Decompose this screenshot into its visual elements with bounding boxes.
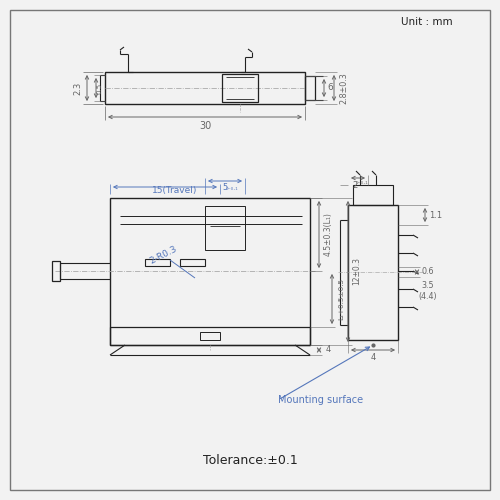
- Text: Mounting surface: Mounting surface: [278, 395, 363, 405]
- Text: 2.8±0.3: 2.8±0.3: [340, 72, 348, 104]
- Text: 15(Travel): 15(Travel): [152, 186, 198, 194]
- Bar: [110, 198, 310, 345]
- Text: ₀₋₀.₁: ₀₋₀.₁: [226, 186, 238, 190]
- Bar: [145, 259, 170, 266]
- Text: 4: 4: [370, 352, 376, 362]
- Text: 4: 4: [326, 346, 330, 354]
- Text: Unit : mm: Unit : mm: [402, 17, 453, 27]
- Bar: [205, 206, 245, 250]
- Text: (4.4): (4.4): [418, 292, 438, 300]
- Text: 0.5: 0.5: [97, 82, 103, 94]
- Text: 4.5±0.3(L₁): 4.5±0.3(L₁): [324, 212, 332, 256]
- Bar: [105, 72, 305, 104]
- Bar: [52, 261, 60, 281]
- Text: 6: 6: [327, 84, 333, 92]
- Text: ₀₋₀.₁: ₀₋₀.₁: [356, 180, 368, 186]
- Text: 12±0.3: 12±0.3: [352, 257, 362, 285]
- Text: 0.6: 0.6: [422, 268, 434, 276]
- Text: 3.5: 3.5: [422, 280, 434, 289]
- Bar: [180, 259, 205, 266]
- Text: 1.1: 1.1: [430, 210, 442, 220]
- Text: Tolerance:±0.1: Tolerance:±0.1: [202, 454, 298, 466]
- Bar: [348, 205, 398, 340]
- Bar: [200, 332, 220, 340]
- Text: 2: 2: [352, 180, 358, 190]
- Text: 5: 5: [222, 184, 228, 192]
- Text: L₁+0.5±0.5: L₁+0.5±0.5: [338, 278, 344, 320]
- Bar: [353, 185, 393, 205]
- Bar: [222, 74, 258, 102]
- Bar: [110, 327, 310, 345]
- Text: 30: 30: [199, 121, 211, 131]
- Text: 2-R0.3: 2-R0.3: [148, 244, 178, 266]
- Bar: [305, 76, 315, 100]
- Text: 2.3: 2.3: [74, 82, 82, 94]
